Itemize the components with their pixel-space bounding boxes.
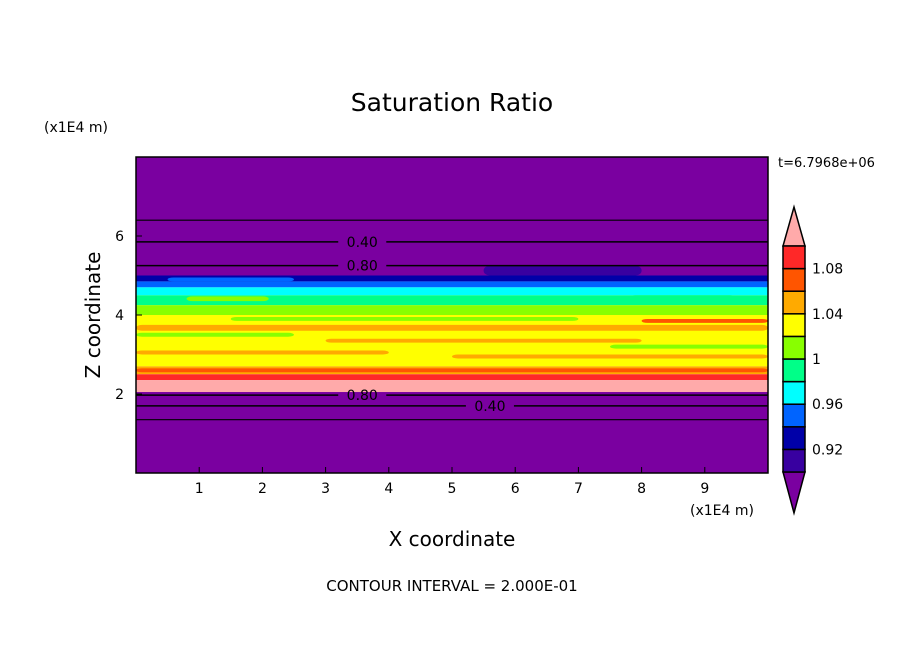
x-unit-label: (x1E4 m) <box>690 503 754 519</box>
filled-band <box>136 374 768 381</box>
colorbar-box <box>782 267 806 292</box>
y-tick-label: 4 <box>115 308 124 324</box>
colorbar-label: 1.04 <box>812 307 843 323</box>
filled-band <box>136 295 768 306</box>
contour-label: 0.80 <box>347 388 378 404</box>
x-axis-label: X coordinate <box>388 527 516 551</box>
filled-patch <box>136 368 768 373</box>
colorbar-label: 1.08 <box>812 262 843 278</box>
filled-patch <box>483 265 642 276</box>
filled-patch <box>136 332 294 337</box>
chart-title: Saturation Ratio <box>350 88 554 117</box>
filled-band <box>136 287 768 296</box>
x-tick-label: 9 <box>700 481 709 497</box>
filled-patch <box>325 338 642 343</box>
colorbar-label: 0.92 <box>812 442 843 458</box>
colorbar-under-triangle <box>782 471 806 516</box>
x-tick-label: 3 <box>321 481 330 497</box>
contour-label: 0.40 <box>474 399 505 415</box>
colorbar-label: 1 <box>812 352 821 368</box>
filled-band <box>136 275 768 282</box>
y-unit-label: (x1E4 m) <box>44 120 108 136</box>
colorbar-box <box>782 426 806 451</box>
colorbar-box <box>782 358 806 383</box>
x-tick-label: 6 <box>511 481 520 497</box>
x-tick-label: 4 <box>384 481 393 497</box>
filled-band <box>136 305 768 315</box>
filled-patch <box>628 295 737 302</box>
filled-patch <box>136 324 768 331</box>
filled-patch <box>167 277 294 282</box>
colorbar-box <box>782 403 806 428</box>
x-tick-label: 8 <box>637 481 646 497</box>
filled-band <box>136 380 768 393</box>
colorbar-over-triangle <box>782 204 806 247</box>
filled-band <box>136 157 768 276</box>
filled-patch <box>452 354 768 359</box>
filled-patch <box>186 296 269 302</box>
x-tick-label: 2 <box>258 481 267 497</box>
filled-patch <box>635 287 768 294</box>
time-label: t=6.7968e+06 <box>778 156 875 171</box>
filled-band <box>136 281 768 288</box>
contour-interval-footer: CONTOUR INTERVAL = 2.000E-01 <box>326 577 578 595</box>
colorbar-box <box>782 245 806 270</box>
colorbar-box <box>782 448 806 473</box>
x-tick-label: 5 <box>448 481 457 497</box>
contour-label: 0.40 <box>347 235 378 251</box>
y-axis-label: Z coordinate <box>81 252 105 379</box>
filled-patch <box>641 318 768 323</box>
colorbar-label: 0.96 <box>812 397 843 413</box>
y-tick-label: 2 <box>115 387 124 403</box>
colorbar-box <box>782 313 806 338</box>
x-tick-label: 7 <box>574 481 583 497</box>
colorbar-box <box>782 290 806 315</box>
colorbar-box <box>782 380 806 405</box>
filled-patch <box>230 316 579 321</box>
x-tick-label: 1 <box>195 481 204 497</box>
contour-label: 0.80 <box>347 259 378 275</box>
y-tick-label: 6 <box>115 229 124 245</box>
colorbar-box <box>782 335 806 360</box>
filled-patch <box>610 344 768 349</box>
filled-band <box>136 392 768 473</box>
filled-patch <box>136 350 389 355</box>
